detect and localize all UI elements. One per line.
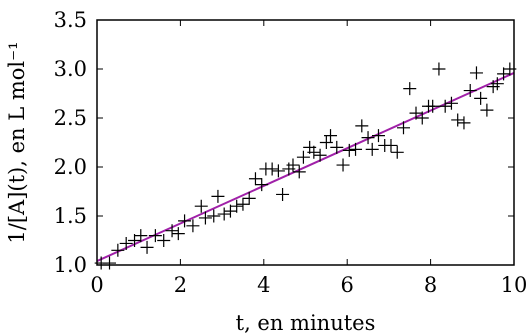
- data-point: [396, 121, 410, 135]
- y-axis-label: 1/[A](t), en L mol⁻¹: [5, 41, 29, 243]
- data-point: [157, 234, 171, 247]
- data-point: [194, 199, 208, 213]
- data-point: [265, 162, 279, 176]
- data-point: [198, 211, 212, 225]
- y-tick-label: 1.5: [54, 204, 87, 228]
- data-point: [140, 240, 154, 254]
- axes: 0 2 4 6 8 10 1.0 1.5 2.0 2.5 3.0 3.5 t, en minutes 1/…: [5, 8, 527, 335]
- y-tick-label: 3.0: [54, 57, 87, 81]
- data-point: [119, 236, 133, 250]
- data-point: [438, 99, 452, 113]
- data-point: [451, 113, 465, 127]
- data-point: [248, 172, 262, 186]
- data-point: [361, 131, 375, 145]
- data-point: [415, 111, 429, 125]
- x-tick-label: 10: [501, 273, 528, 297]
- data-point: [103, 256, 117, 270]
- fit-line: [96, 72, 515, 262]
- data-point: [349, 142, 363, 156]
- data-point: [336, 158, 350, 172]
- data-point: [313, 148, 327, 162]
- data-point: [217, 207, 231, 221]
- data-point: [480, 103, 494, 117]
- data-point: [271, 164, 285, 178]
- data-point: [365, 142, 379, 156]
- y-tick-label: 2.0: [54, 155, 87, 179]
- data-point: [324, 129, 338, 143]
- data-point: [292, 165, 306, 179]
- y-tick-label: 2.5: [54, 106, 87, 130]
- x-tick-label: 0: [90, 273, 103, 297]
- data-point: [390, 145, 404, 159]
- data-point: [148, 229, 162, 243]
- data-point: [444, 96, 458, 110]
- data-point: [403, 82, 417, 96]
- data-point: [111, 243, 125, 257]
- data-point: [276, 187, 290, 201]
- data-point: [165, 224, 179, 238]
- x-tick-label: 8: [424, 273, 437, 297]
- data-point: [236, 197, 250, 211]
- data-point: [469, 66, 483, 80]
- x-tick-label: 2: [174, 273, 187, 297]
- data-point: [178, 214, 192, 228]
- data-point: [355, 119, 369, 133]
- x-tick-label: 6: [341, 273, 354, 297]
- x-axis-label: t, en minutes: [236, 311, 376, 335]
- data-point: [457, 116, 471, 130]
- data-point: [307, 145, 321, 159]
- data-point: [426, 99, 440, 113]
- plot-area: [94, 62, 517, 270]
- data-point: [319, 136, 333, 149]
- data-point: [342, 143, 356, 157]
- data-point: [490, 77, 504, 91]
- y-tick-label: 1.0: [54, 253, 87, 277]
- data-point: [186, 219, 200, 233]
- x-tick-label: 4: [257, 273, 270, 297]
- data-point: [371, 129, 385, 143]
- data-point: [384, 138, 398, 152]
- data-point: [207, 209, 221, 223]
- data-point: [463, 84, 477, 98]
- data-point: [330, 140, 344, 154]
- data-point: [211, 189, 225, 203]
- data-point: [474, 91, 488, 105]
- data-point: [432, 62, 446, 76]
- data-point: [134, 229, 148, 243]
- data-point: [171, 227, 185, 241]
- data-point: [286, 158, 300, 172]
- y-tick-label: 3.5: [54, 8, 87, 32]
- plot-frame: [96, 19, 515, 266]
- data-point: [296, 150, 310, 164]
- data-point: [230, 199, 244, 213]
- data-point: [242, 191, 256, 205]
- data-point: [255, 178, 269, 192]
